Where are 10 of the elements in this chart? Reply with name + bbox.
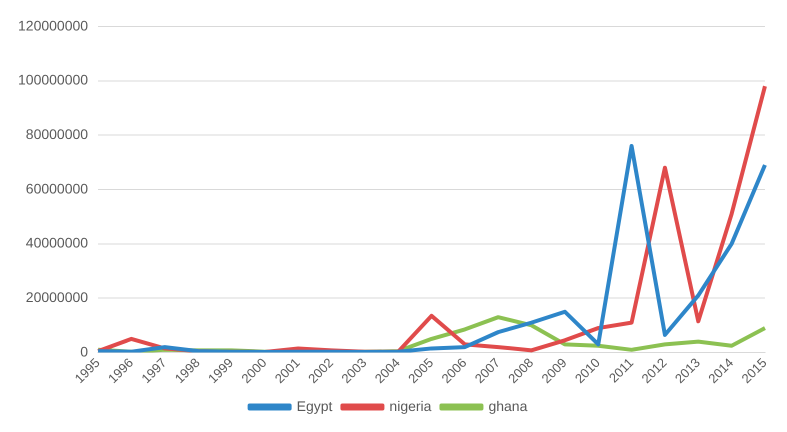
legend-label: nigeria bbox=[389, 398, 432, 414]
y-tick-label: 120000000 bbox=[18, 17, 88, 34]
y-tick-label: 0 bbox=[80, 343, 88, 360]
legend-label: Egypt bbox=[296, 398, 333, 414]
y-tick-label: 20000000 bbox=[26, 289, 88, 306]
y-tick-label: 60000000 bbox=[26, 180, 88, 196]
y-tick-label: 80000000 bbox=[26, 126, 88, 142]
y-tick-label: 40000000 bbox=[26, 234, 88, 251]
legend-label: ghana bbox=[488, 398, 528, 414]
y-tick-label: 100000000 bbox=[18, 72, 88, 88]
